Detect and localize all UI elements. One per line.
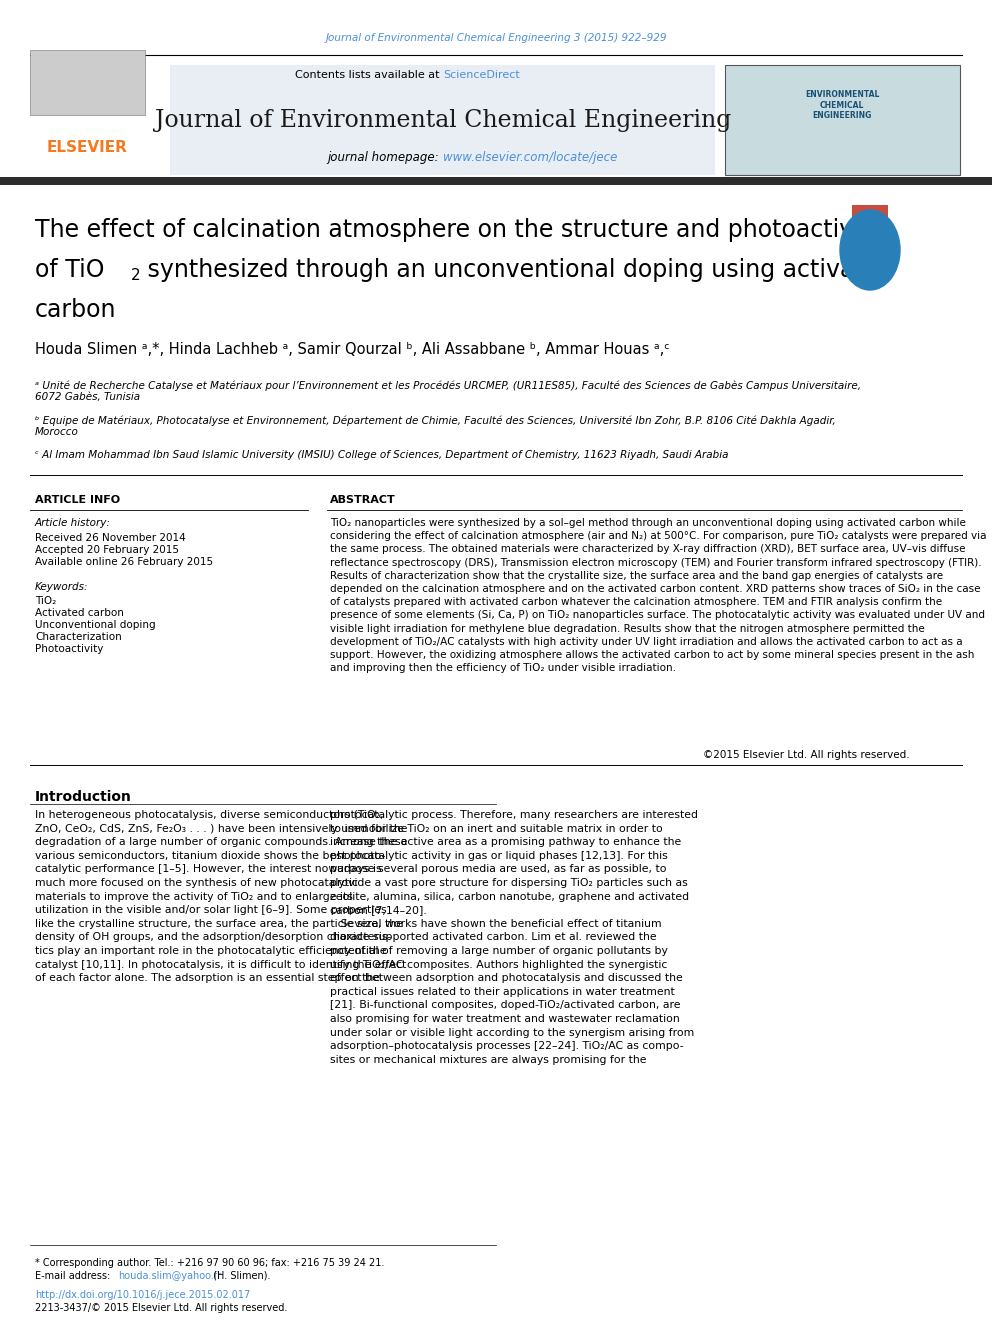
- Bar: [725, 65, 960, 175]
- Text: Houda Slimen ᵃ,*, Hinda Lachheb ᵃ, Samir Qourzal ᵇ, Ali Assabbane ᵇ, Ammar Houas: Houda Slimen ᵃ,*, Hinda Lachheb ᵃ, Samir…: [35, 343, 670, 357]
- Text: Activated carbon: Activated carbon: [35, 609, 124, 618]
- Text: www.elsevier.com/locate/jece: www.elsevier.com/locate/jece: [443, 152, 617, 164]
- Text: The effect of calcination atmosphere on the structure and photoactivity: The effect of calcination atmosphere on …: [35, 218, 883, 242]
- Text: * Corresponding author. Tel.: +216 97 90 60 96; fax: +216 75 39 24 21.: * Corresponding author. Tel.: +216 97 90…: [35, 1258, 384, 1267]
- Text: Photoactivity: Photoactivity: [35, 644, 103, 654]
- Text: ARTICLE INFO: ARTICLE INFO: [35, 495, 120, 505]
- Text: Keywords:: Keywords:: [35, 582, 88, 591]
- Text: houda.slim@yahoo.fr: houda.slim@yahoo.fr: [118, 1271, 221, 1281]
- Text: Journal of Environmental Chemical Engineering: Journal of Environmental Chemical Engine…: [155, 108, 731, 131]
- Text: carbon: carbon: [35, 298, 116, 321]
- Text: ENVIRONMENTAL
CHEMICAL
ENGINEERING: ENVIRONMENTAL CHEMICAL ENGINEERING: [805, 90, 879, 120]
- Text: photocatalytic process. Therefore, many researchers are interested
to immobilize: photocatalytic process. Therefore, many …: [330, 810, 698, 1065]
- Text: ScienceDirect: ScienceDirect: [443, 70, 520, 79]
- Text: 2: 2: [131, 267, 141, 283]
- Circle shape: [840, 210, 900, 290]
- Text: Available online 26 February 2015: Available online 26 February 2015: [35, 557, 213, 568]
- Text: http://dx.doi.org/10.1016/j.jece.2015.02.017: http://dx.doi.org/10.1016/j.jece.2015.02…: [35, 1290, 250, 1301]
- Text: In heterogeneous photocatalysis, diverse semiconductors (TiO₂,
ZnO, CeO₂, CdS, Z: In heterogeneous photocatalysis, diverse…: [35, 810, 408, 983]
- Text: TiO₂: TiO₂: [35, 595, 57, 606]
- Text: journal homepage:: journal homepage:: [327, 152, 443, 164]
- Text: Characterization: Characterization: [35, 632, 122, 642]
- Text: Article history:: Article history:: [35, 519, 111, 528]
- Text: Contents lists available at: Contents lists available at: [295, 70, 443, 79]
- Text: 2213-3437/© 2015 Elsevier Ltd. All rights reserved.: 2213-3437/© 2015 Elsevier Ltd. All right…: [35, 1303, 288, 1312]
- Bar: [0, 177, 992, 185]
- Text: ©2015 Elsevier Ltd. All rights reserved.: ©2015 Elsevier Ltd. All rights reserved.: [703, 750, 910, 759]
- Text: Journal of Environmental Chemical Engineering 3 (2015) 922–929: Journal of Environmental Chemical Engine…: [325, 33, 667, 44]
- Text: (H. Slimen).: (H. Slimen).: [210, 1271, 271, 1281]
- Text: CrossMark: CrossMark: [849, 247, 891, 253]
- Text: of TiO: of TiO: [35, 258, 104, 282]
- Text: ᵃ Unité de Recherche Catalyse et Matériaux pour l’Environnement et les Procédés : ᵃ Unité de Recherche Catalyse et Matéria…: [35, 380, 861, 402]
- Text: ABSTRACT: ABSTRACT: [330, 495, 396, 505]
- FancyBboxPatch shape: [170, 65, 715, 175]
- Text: ᵇ Equipe de Matériaux, Photocatalyse et Environnement, Département de Chimie, Fa: ᵇ Equipe de Matériaux, Photocatalyse et …: [35, 415, 835, 437]
- Bar: [852, 205, 888, 235]
- Text: ELSEVIER: ELSEVIER: [47, 140, 127, 156]
- Bar: [30, 50, 145, 115]
- Text: E-mail address:: E-mail address:: [35, 1271, 113, 1281]
- Text: Introduction: Introduction: [35, 790, 132, 804]
- Text: synthesized through an unconventional doping using activated: synthesized through an unconventional do…: [140, 258, 893, 282]
- Text: Received 26 November 2014: Received 26 November 2014: [35, 533, 186, 542]
- Text: ᶜ Al Imam Mohammad Ibn Saud Islamic University (IMSIU) College of Sciences, Depa: ᶜ Al Imam Mohammad Ibn Saud Islamic Univ…: [35, 450, 728, 460]
- Text: Accepted 20 February 2015: Accepted 20 February 2015: [35, 545, 179, 556]
- Text: TiO₂ nanoparticles were synthesized by a sol–gel method through an unconventiona: TiO₂ nanoparticles were synthesized by a…: [330, 519, 986, 673]
- Text: Unconventional doping: Unconventional doping: [35, 620, 156, 630]
